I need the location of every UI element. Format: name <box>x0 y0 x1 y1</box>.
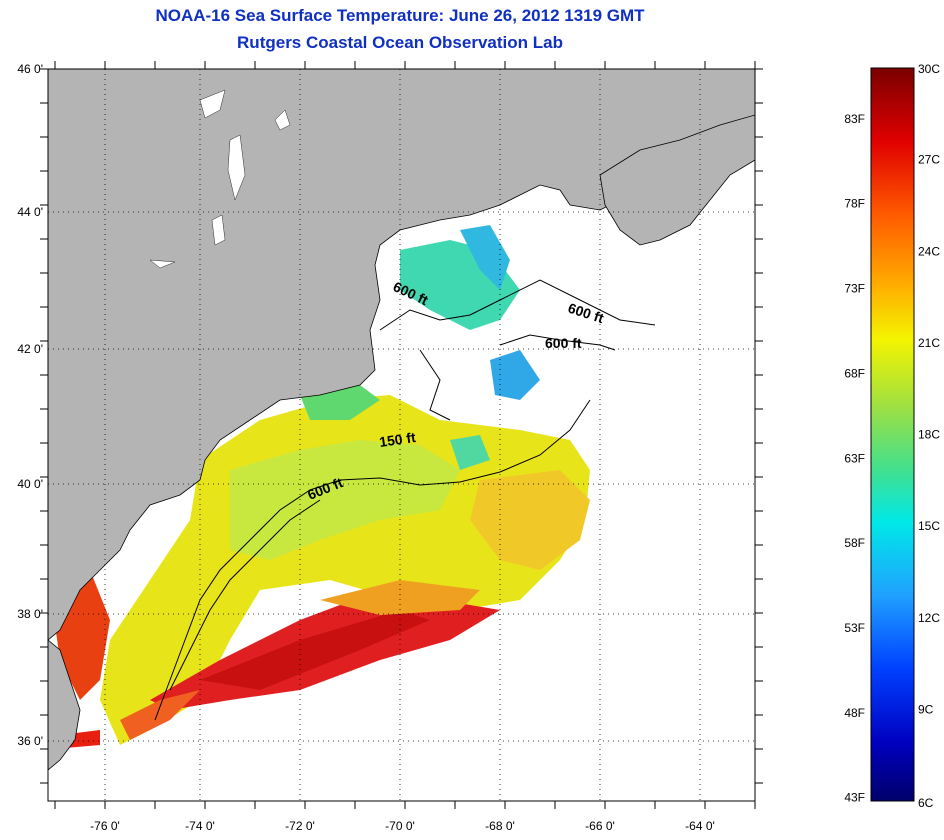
colorbar <box>870 67 915 802</box>
lat-label-44: 44 0' <box>17 205 43 219</box>
map-title: NOAA-16 Sea Surface Temperature: June 26… <box>155 6 645 25</box>
colorbar-celsius-label: 9C <box>918 702 934 716</box>
map-subtitle: Rutgers Coastal Ocean Observation Lab <box>237 33 563 52</box>
colorbar-celsius-label: 21C <box>918 336 940 350</box>
lat-label-40: 40 0' <box>17 477 43 491</box>
colorbar-celsius-label: 18C <box>918 428 940 442</box>
colorbar-fahrenheit-label: 83F <box>844 112 865 126</box>
colorbar-fahrenheit-label: 78F <box>844 197 865 211</box>
colorbar-fahrenheit-label: 53F <box>844 621 865 635</box>
map-gridlines <box>48 69 755 801</box>
colorbar-celsius-label: 27C <box>918 153 940 167</box>
land-layer <box>48 69 755 771</box>
colorbar-celsius-label: 30C <box>918 62 940 76</box>
colorbar-celsius-label: 15C <box>918 519 940 533</box>
lat-label-42: 42 0' <box>17 342 43 356</box>
lon-label-70: -70 0' <box>385 819 415 833</box>
colorbar-celsius-labels: 30C 27C 24C 21C 18C 15C 12C 9C 6C <box>918 62 940 810</box>
colorbar-celsius-label: 24C <box>918 244 940 258</box>
lon-label-76: -76 0' <box>90 819 120 833</box>
colorbar-fahrenheit-label: 68F <box>844 366 865 380</box>
colorbar-fahrenheit-label: 58F <box>844 536 865 550</box>
map-ticks <box>40 61 763 809</box>
lat-label-36: 36 0' <box>17 734 43 748</box>
lon-label-66: -66 0' <box>585 819 615 833</box>
contour-label-150ft: 150 ft <box>378 429 417 450</box>
colorbar-fahrenheit-label: 43F <box>844 791 865 805</box>
colorbar-fahrenheit-label: 48F <box>844 706 865 720</box>
lakes-layer <box>149 89 291 269</box>
lat-label-46: 46 0' <box>17 62 43 76</box>
contour-label-600ft-bank: 600 ft <box>545 335 582 351</box>
colorbar-celsius-label: 6C <box>918 796 934 810</box>
lon-label-74: -74 0' <box>185 819 215 833</box>
lon-label-64: -64 0' <box>685 819 715 833</box>
map-frame <box>47 68 756 802</box>
lon-label-72: -72 0' <box>285 819 315 833</box>
colorbar-fahrenheit-label: 73F <box>844 282 865 296</box>
lon-label-68: -68 0' <box>485 819 515 833</box>
colorbar-fahrenheit-labels: 83F 78F 73F 68F 63F 58F 53F 48F 43F <box>844 112 865 805</box>
colorbar-celsius-label: 12C <box>918 611 940 625</box>
colorbar-fahrenheit-label: 63F <box>844 451 865 465</box>
lat-label-38: 38 0' <box>17 607 43 621</box>
